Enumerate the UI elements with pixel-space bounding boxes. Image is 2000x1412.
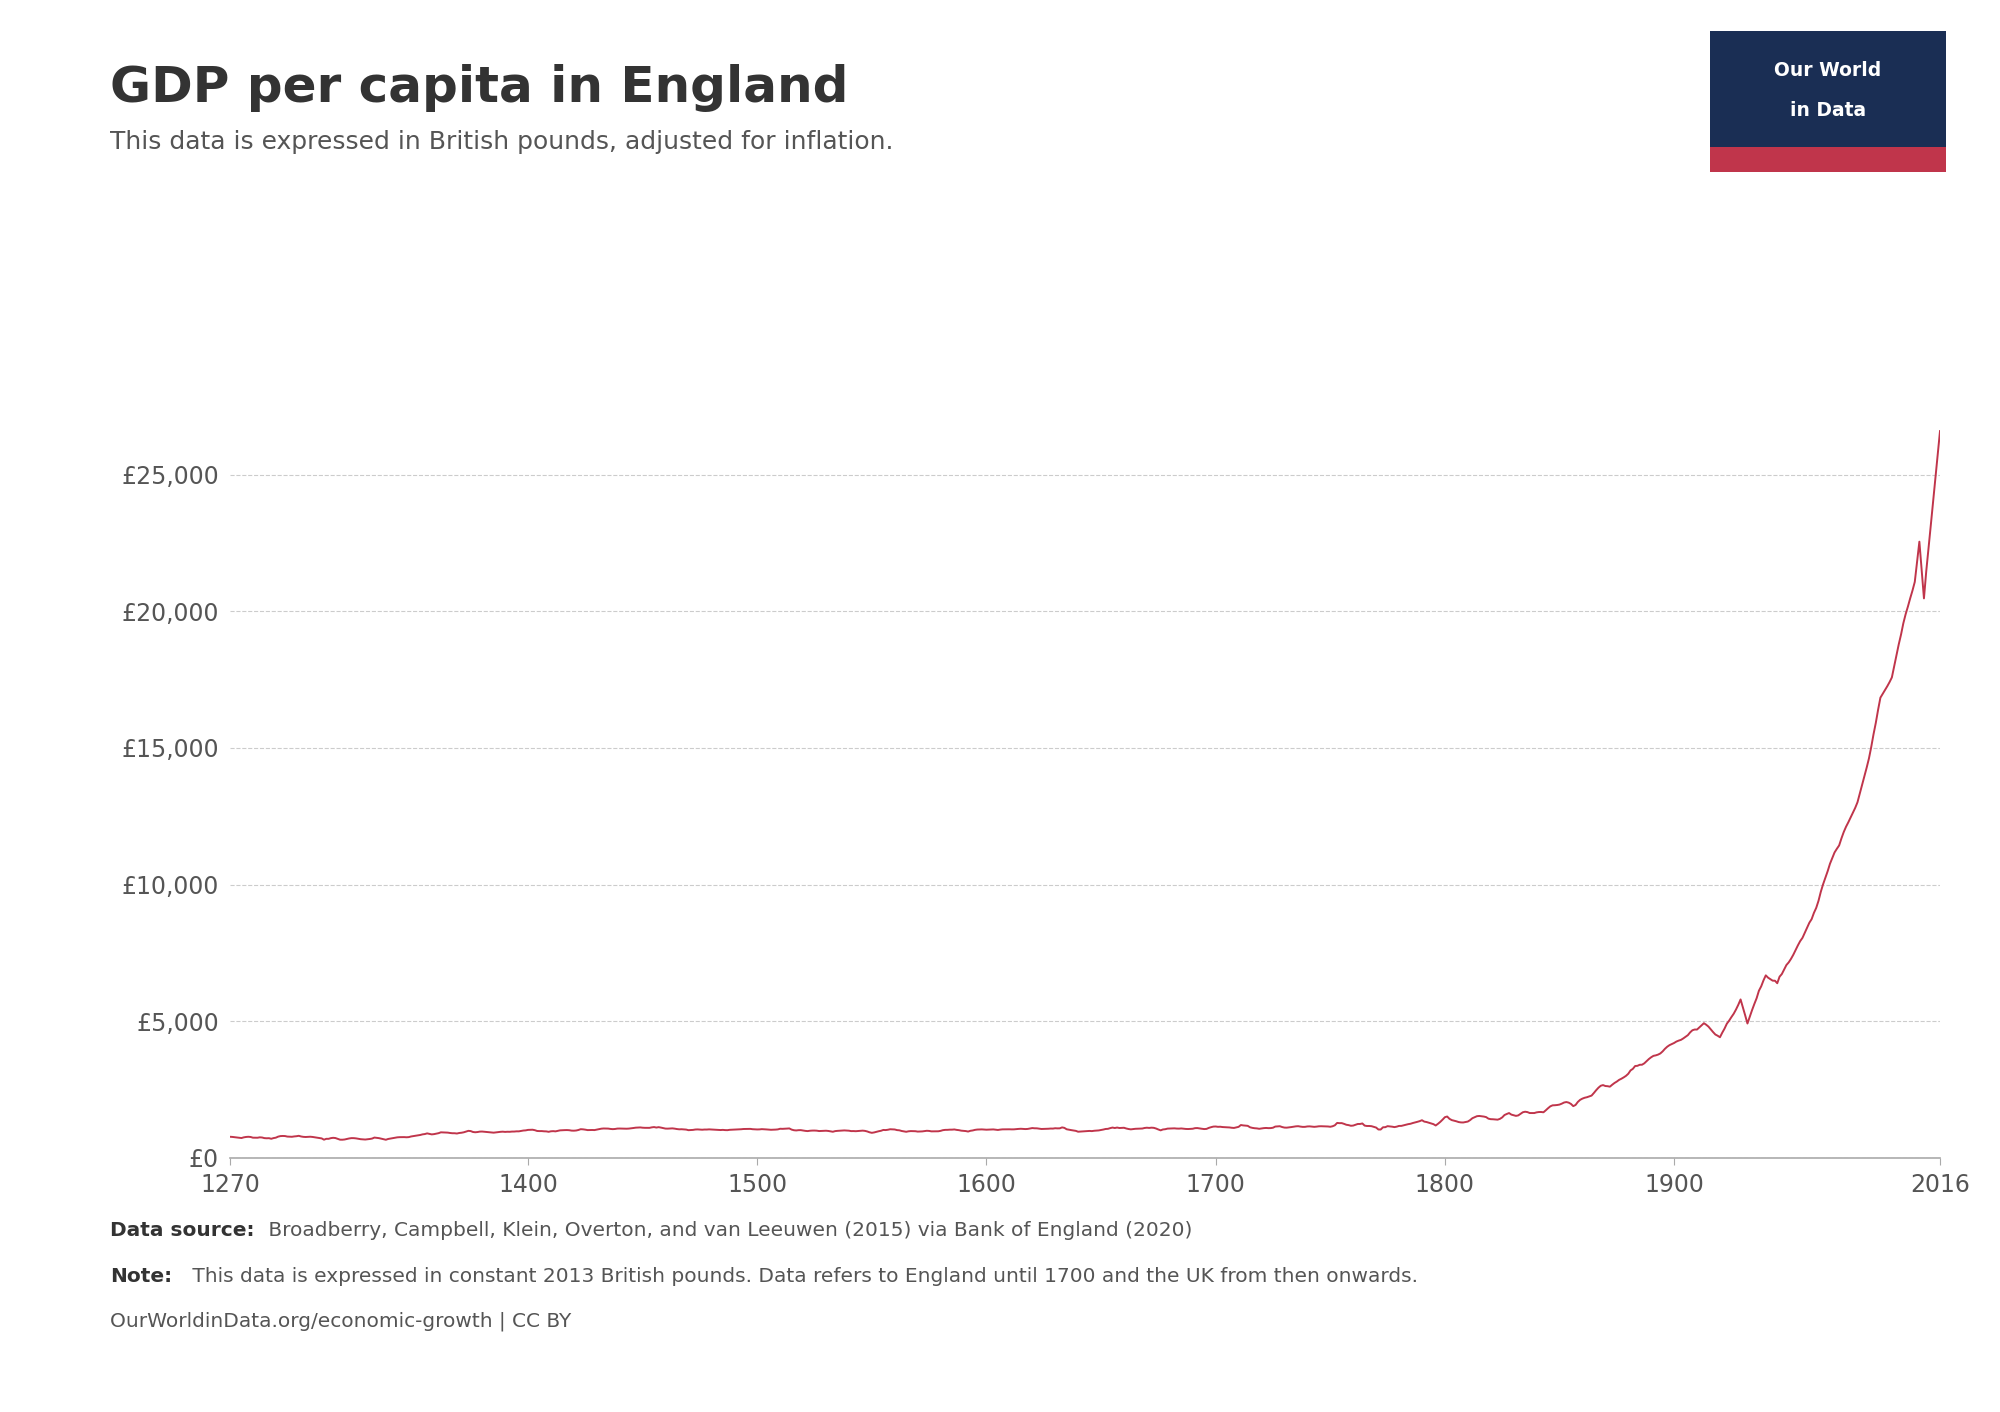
FancyBboxPatch shape (1710, 147, 1946, 172)
Text: This data is expressed in British pounds, adjusted for inflation.: This data is expressed in British pounds… (110, 130, 894, 154)
Text: in Data: in Data (1790, 100, 1866, 120)
Text: Broadberry, Campbell, Klein, Overton, and van Leeuwen (2015) via Bank of England: Broadberry, Campbell, Klein, Overton, an… (262, 1221, 1192, 1240)
Text: OurWorldinData.org/economic-growth | CC BY: OurWorldinData.org/economic-growth | CC … (110, 1312, 572, 1332)
Text: Our World: Our World (1774, 61, 1882, 80)
Text: GDP per capita in England: GDP per capita in England (110, 64, 848, 112)
Text: Note:: Note: (110, 1267, 172, 1285)
Text: This data is expressed in constant 2013 British pounds. Data refers to England u: This data is expressed in constant 2013 … (186, 1267, 1418, 1285)
FancyBboxPatch shape (1710, 31, 1946, 147)
Text: Data source:: Data source: (110, 1221, 254, 1240)
